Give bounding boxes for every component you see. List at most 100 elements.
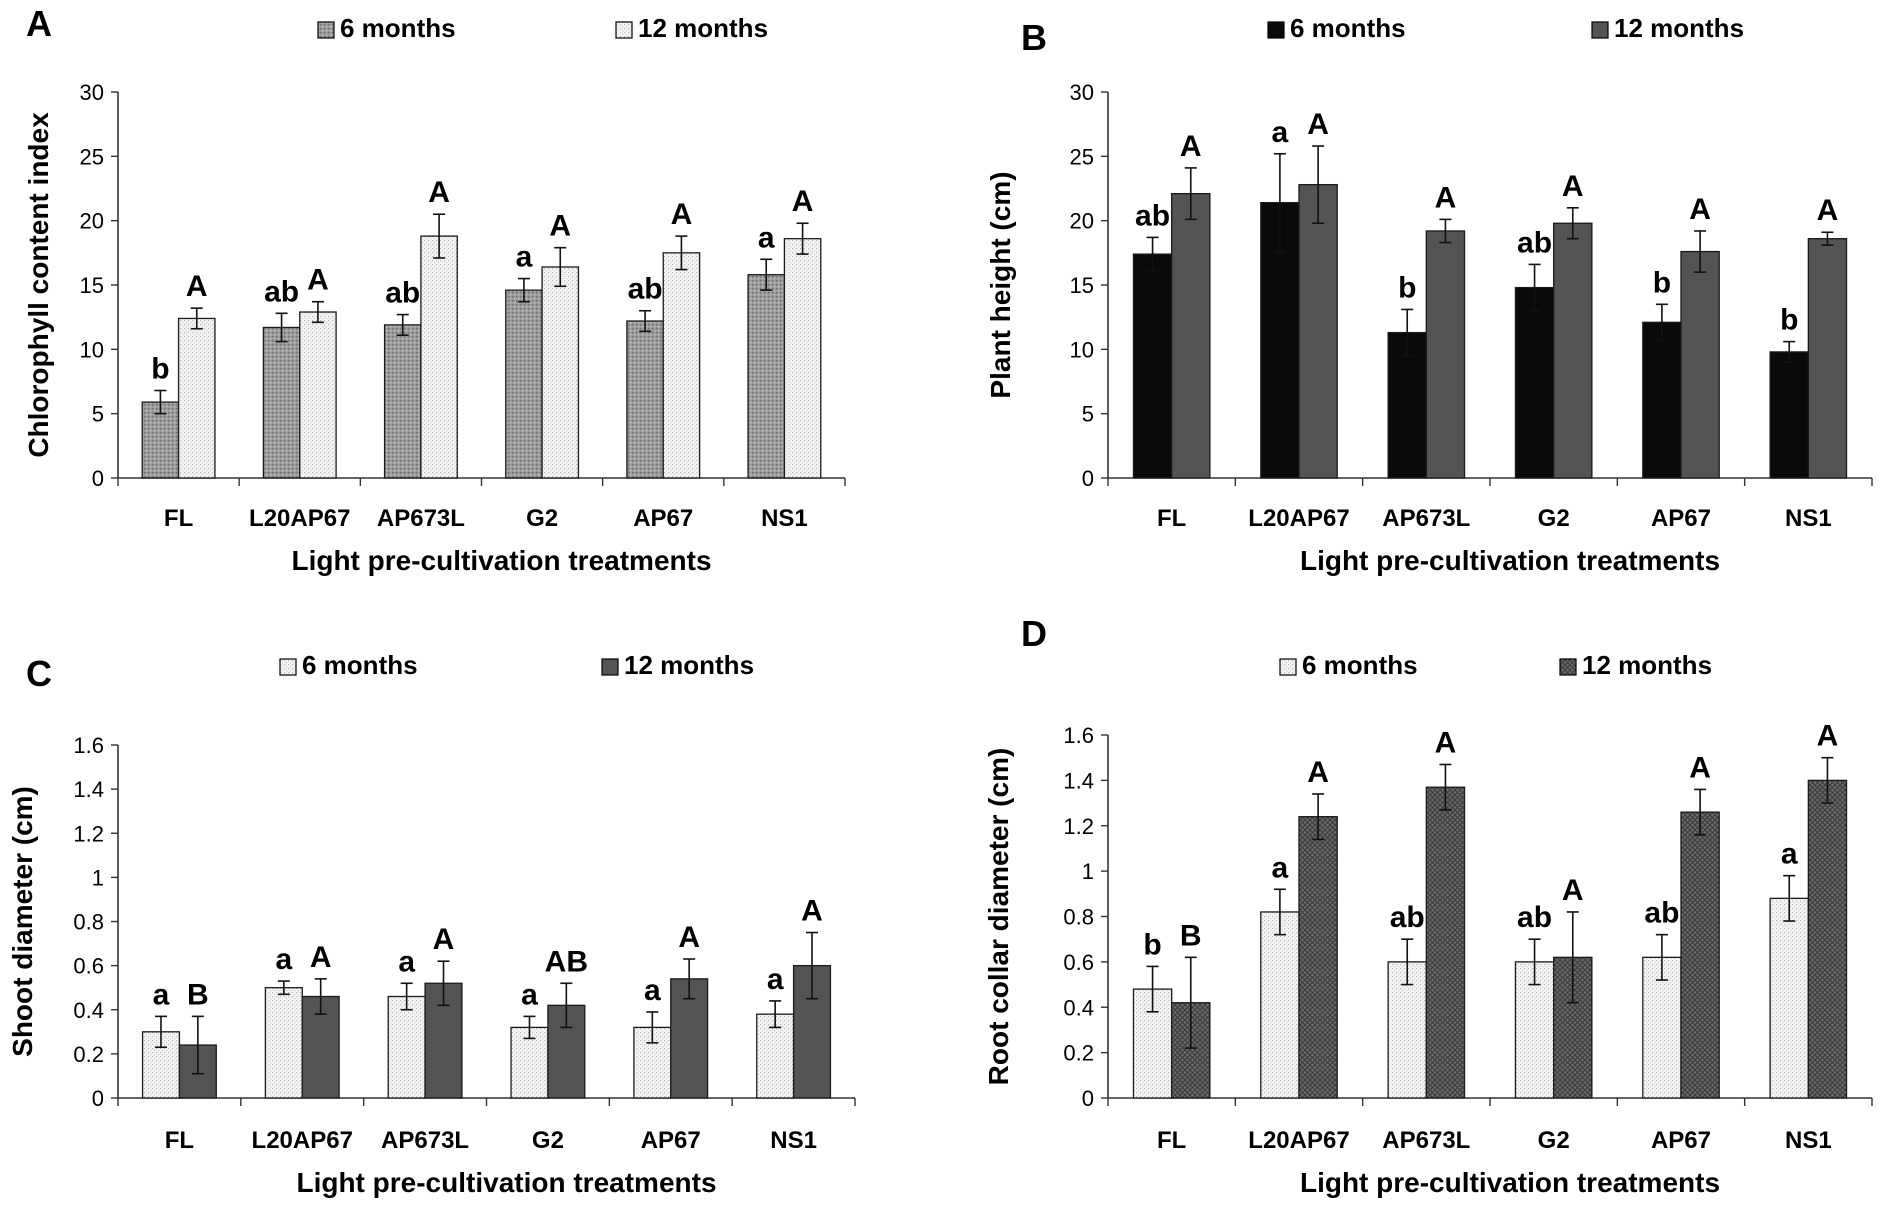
y-axis-title: Plant height (cm) (985, 171, 1016, 398)
bar (1807, 238, 1848, 479)
x-tick-label: G2 (1538, 505, 1570, 532)
legend-label: 6 months (1290, 13, 1406, 43)
legend-label: 6 months (340, 13, 456, 43)
series-12-months: A A A A A A (177, 176, 822, 479)
error-bar (1694, 788, 1707, 836)
y-tick-label: 0.6 (1063, 950, 1094, 975)
legend-label: 12 months (624, 650, 754, 680)
significance-letter: A (1307, 108, 1329, 141)
bar (1425, 786, 1466, 1099)
significance-letter: ab (385, 277, 420, 310)
error-bar (1401, 938, 1414, 986)
bar (383, 324, 422, 479)
axes: 0 5 10 15 20 25 30 (1070, 80, 1873, 491)
significance-letter: a (521, 978, 538, 1011)
y-tick-label: 10 (1070, 337, 1094, 362)
bar (299, 311, 337, 479)
legend-swatch (279, 658, 297, 676)
error-bar (1783, 874, 1796, 922)
bar (1298, 183, 1338, 479)
bar (1425, 230, 1466, 479)
y-axis-title: Root collar diameter (cm) (983, 748, 1014, 1086)
x-axis-title: Light pre-cultivation treatments (296, 1167, 716, 1198)
chart-panel-a: A 6 months 12 months 0 5 10 15 20 25 30 Chlorophyl… (23, 3, 846, 576)
significance-letter: A (1435, 726, 1457, 759)
significance-letter: A (307, 264, 329, 297)
significance-letter: A (801, 895, 823, 928)
error-bar (277, 980, 290, 996)
legend-label: 6 months (1302, 650, 1418, 680)
error-bar (191, 1015, 204, 1075)
x-tick-label: AP67 (641, 1127, 701, 1154)
significance-letter: a (516, 241, 533, 274)
error-bar (1655, 303, 1668, 342)
error-bar (433, 213, 446, 259)
panel-letter: C (26, 653, 52, 694)
y-tick-label: 0.8 (1063, 905, 1094, 930)
significance-letter: ab (1517, 901, 1552, 934)
x-tick-label: G2 (526, 505, 558, 532)
y-tick-label: 0.6 (73, 954, 104, 979)
error-bar (683, 958, 696, 1000)
x-tick-label: G2 (1538, 1127, 1570, 1154)
y-tick-label: 1 (92, 865, 104, 890)
x-axis-title: Light pre-cultivation treatments (291, 545, 711, 576)
significance-letter: A (1689, 751, 1711, 784)
series-6-months: b ab ab a ab a (141, 221, 786, 479)
y-tick-label: 1.6 (73, 733, 104, 758)
legend-label: 6 months (302, 650, 418, 680)
significance-letter: A (310, 941, 332, 974)
significance-letter: A (1562, 170, 1584, 203)
y-tick-label: 15 (1070, 273, 1094, 298)
bar (264, 987, 303, 1099)
x-tick-label: L20AP67 (1248, 1127, 1349, 1154)
y-tick-label: 0 (92, 466, 104, 491)
chart-panel-b: B 6 months 12 months 0 5 10 15 20 25 30 Plant heig… (985, 13, 1873, 576)
bar (1680, 250, 1720, 479)
significance-letter: A (792, 185, 814, 218)
significance-letter: A (1689, 193, 1711, 226)
significance-letter: a (1272, 116, 1289, 149)
significance-letter: AB (545, 945, 588, 978)
significance-letter: a (1781, 838, 1798, 871)
significance-letter: B (187, 978, 209, 1011)
bar (1514, 286, 1555, 479)
significance-letter: b (151, 353, 169, 386)
error-bar (1439, 218, 1452, 244)
x-tick-label: FL (165, 1127, 194, 1154)
legend-swatch (601, 658, 619, 676)
significance-letter: ab (1390, 901, 1425, 934)
y-axis-title: Shoot diameter (cm) (7, 786, 38, 1057)
axes: 0 0.2 0.4 0.6 0.8 1 1.2 1.4 1.6 (73, 733, 856, 1111)
bar (387, 995, 426, 1099)
error-bar (314, 978, 327, 1015)
x-tick-label: G2 (532, 1127, 564, 1154)
significance-letter: A (433, 923, 455, 956)
y-tick-label: 5 (1082, 402, 1094, 427)
significance-letter: ab (264, 275, 299, 308)
y-tick-label: 1.2 (73, 821, 104, 846)
error-bar (1783, 340, 1796, 364)
error-bar (806, 931, 819, 1000)
y-tick-label: 25 (80, 144, 104, 169)
y-tick-label: 0 (1082, 1086, 1094, 1111)
y-axis-title: Chlorophyll content index (23, 112, 54, 458)
significance-letter: b (1143, 928, 1161, 961)
bar (177, 317, 216, 479)
error-bar (1694, 230, 1707, 273)
y-tick-label: 0.2 (73, 1042, 104, 1067)
bar (1769, 351, 1809, 479)
error-bar (1146, 236, 1159, 272)
y-tick-label: 20 (1070, 209, 1094, 234)
x-tick-label: NS1 (1785, 505, 1832, 532)
x-tick-label: AP673L (1382, 505, 1470, 532)
x-tick-label: L20AP67 (249, 505, 350, 532)
significance-letter: a (767, 963, 784, 996)
significance-letter: A (1180, 130, 1202, 163)
legend-swatch (615, 21, 633, 39)
significance-letter: A (1817, 194, 1839, 227)
y-tick-label: 0.8 (73, 910, 104, 935)
bar (783, 238, 822, 479)
axes: 0 5 10 15 20 25 30 (80, 80, 846, 491)
